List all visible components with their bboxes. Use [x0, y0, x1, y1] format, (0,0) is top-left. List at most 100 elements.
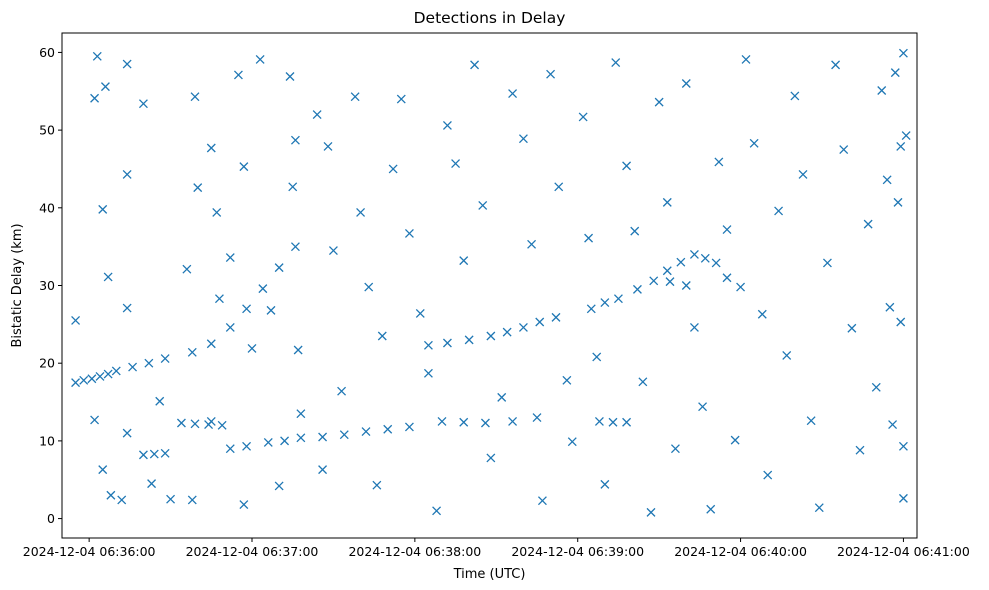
data-point: [586, 304, 596, 314]
data-point: [147, 479, 157, 489]
data-point: [106, 490, 116, 500]
data-point: [706, 504, 716, 514]
data-point: [388, 164, 398, 174]
x-tick-label: 2024-12-04 06:39:00: [511, 544, 644, 559]
data-point: [638, 377, 648, 387]
data-point: [893, 197, 903, 207]
data-point: [176, 418, 186, 428]
data-point: [323, 141, 333, 151]
data-point: [654, 97, 664, 107]
data-point: [782, 350, 792, 360]
data-point: [847, 323, 857, 333]
data-point: [518, 322, 528, 332]
data-point: [763, 470, 773, 480]
data-point: [296, 409, 306, 419]
y-tick-label: 0: [47, 511, 55, 526]
data-point: [562, 375, 572, 385]
data-point: [206, 143, 216, 153]
x-tick-label: 2024-12-04 06:36:00: [23, 544, 156, 559]
data-point: [630, 226, 640, 236]
data-point: [798, 169, 808, 179]
data-point: [263, 437, 273, 447]
data-point: [111, 366, 121, 376]
data-point: [662, 266, 672, 276]
data-point: [144, 358, 154, 368]
data-point: [508, 417, 518, 426]
data-point: [888, 420, 898, 430]
data-point: [122, 428, 132, 438]
data-point: [290, 135, 300, 145]
data-point: [117, 495, 127, 505]
data-point: [670, 444, 680, 454]
data-point: [622, 417, 632, 427]
data-point: [217, 420, 227, 430]
data-point: [79, 375, 89, 385]
y-tick-label: 50: [39, 123, 55, 138]
data-point: [415, 309, 425, 318]
data-point: [242, 441, 252, 451]
data-point: [103, 369, 113, 379]
data-point: [871, 382, 881, 392]
data-point: [898, 48, 908, 58]
data-point: [442, 120, 452, 130]
data-point: [225, 322, 235, 332]
data-point: [242, 304, 252, 314]
data-point: [103, 272, 113, 282]
data-point: [290, 242, 300, 252]
data-point: [239, 162, 249, 172]
data-point: [806, 416, 816, 426]
data-point: [681, 281, 691, 290]
data-point: [432, 506, 442, 516]
data-point: [138, 450, 148, 460]
data-point: [87, 374, 97, 384]
data-point: [423, 340, 433, 350]
data-point: [100, 82, 110, 92]
data-point: [288, 182, 298, 192]
data-point: [882, 175, 892, 185]
data-point: [822, 258, 832, 268]
data-point: [356, 208, 366, 217]
data-point: [404, 228, 414, 238]
data-point: [182, 264, 192, 274]
data-point: [518, 134, 528, 144]
data-point: [608, 417, 618, 427]
data-point: [757, 309, 767, 319]
data-point: [274, 481, 284, 491]
y-tick-label: 20: [39, 356, 55, 371]
data-point: [274, 263, 284, 273]
data-point: [239, 500, 249, 510]
data-point: [689, 249, 699, 259]
data-point: [71, 378, 81, 388]
data-point: [486, 453, 496, 463]
data-point: [814, 503, 824, 513]
data-point: [676, 257, 686, 267]
data-point: [632, 284, 642, 294]
data-point: [280, 436, 290, 446]
x-tick-label: 2024-12-04 06:38:00: [348, 544, 481, 559]
x-tick-label: 2024-12-04 06:41:00: [837, 544, 970, 559]
data-point: [749, 138, 759, 148]
data-point: [730, 435, 740, 445]
y-tick-label: 30: [39, 278, 55, 293]
data-point: [898, 441, 908, 451]
data-point: [225, 444, 235, 454]
data-point: [594, 417, 604, 426]
data-point: [187, 347, 197, 357]
y-axis-ticks: 0 10 20 30 40 50 60: [39, 45, 62, 526]
data-point: [247, 343, 257, 353]
data-point: [155, 396, 165, 406]
data-point: [689, 322, 699, 332]
data-point: [532, 413, 542, 423]
data-point: [567, 437, 577, 447]
data-point: [318, 465, 328, 475]
data-point: [554, 182, 564, 192]
data-point: [600, 479, 610, 489]
y-tick-label: 10: [39, 433, 55, 448]
data-point: [863, 219, 873, 229]
data-point: [206, 339, 216, 349]
data-point: [255, 54, 265, 64]
data-point: [546, 69, 556, 79]
data-point: [584, 233, 594, 243]
data-point: [190, 419, 200, 429]
